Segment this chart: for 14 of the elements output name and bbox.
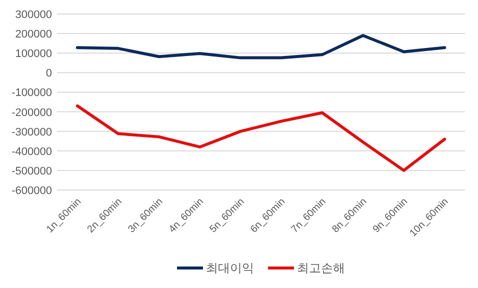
y-tick-label: -200000: [12, 106, 52, 119]
legend-label: 최고손해: [297, 261, 345, 275]
y-tick-label: -500000: [12, 165, 52, 178]
line-series: [76, 34, 446, 60]
y-tick-label: -100000: [12, 87, 52, 100]
y-tick-label: -300000: [12, 126, 52, 138]
y-tick-label: 300000: [15, 9, 52, 21]
y-tick-label: 100000: [15, 48, 52, 60]
line-series: [76, 104, 446, 172]
y-tick-label: -600000: [12, 185, 52, 197]
y-tick-label: 0: [46, 68, 52, 80]
y-tick-label: 200000: [15, 28, 52, 41]
y-tick-label: -400000: [12, 146, 52, 158]
legend-label: 최대이익: [206, 261, 254, 275]
